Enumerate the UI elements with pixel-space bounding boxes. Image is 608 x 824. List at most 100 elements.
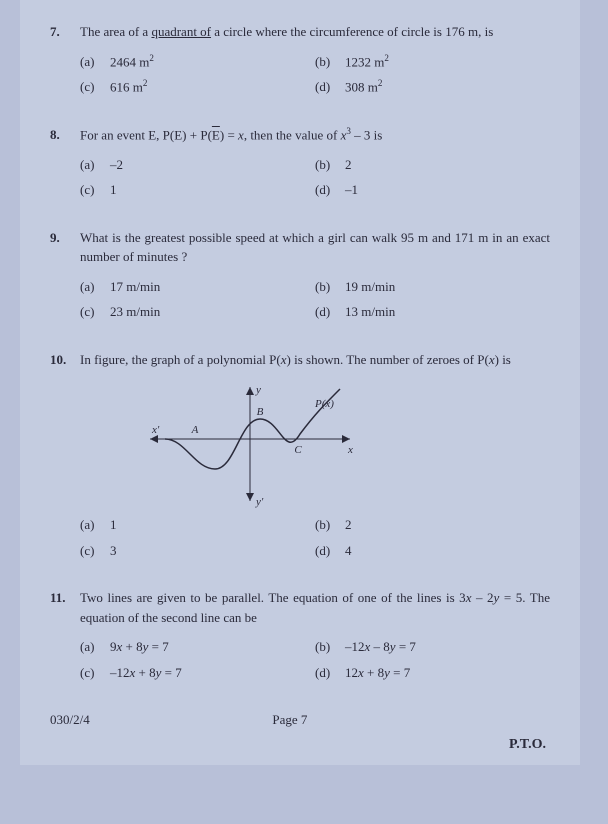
- svg-text:x': x': [151, 424, 160, 436]
- question: 7.The area of a quadrant of a circle whe…: [50, 22, 550, 103]
- svg-text:C: C: [294, 444, 302, 456]
- svg-text:A: A: [191, 424, 199, 436]
- page-footer: 030/2/4 Page 7: [50, 710, 550, 730]
- svg-text:y: y: [255, 384, 261, 396]
- option: (a)2464 m2: [80, 52, 315, 72]
- option-label: (b): [315, 515, 345, 535]
- option-text: 1: [110, 515, 117, 535]
- pto-label: P.T.O.: [50, 734, 550, 755]
- question-body: For an event E, P(E) + P(E) = x, then th…: [80, 125, 550, 206]
- svg-text:P(x): P(x): [314, 398, 334, 410]
- option: (b)19 m/min: [315, 277, 550, 297]
- question: 8.For an event E, P(E) + P(E) = x, then …: [50, 125, 550, 206]
- option-label: (d): [315, 302, 345, 322]
- option-text: 1232 m2: [345, 52, 389, 72]
- option-text: 3: [110, 541, 117, 561]
- option-text: 12x + 8y = 7: [345, 663, 410, 683]
- paper-code: 030/2/4: [50, 710, 90, 730]
- option: (b)2: [315, 155, 550, 175]
- option-text: 2464 m2: [110, 52, 154, 72]
- options-row: (a)9x + 8y = 7(b)–12x – 8y = 7(c)–12x + …: [80, 637, 550, 688]
- question-number: 7.: [50, 22, 80, 103]
- option: (a)17 m/min: [80, 277, 315, 297]
- question-number: 8.: [50, 125, 80, 206]
- option-text: 13 m/min: [345, 302, 395, 322]
- option: (d)–1: [315, 180, 550, 200]
- option-text: 308 m2: [345, 77, 382, 97]
- option-label: (d): [315, 663, 345, 683]
- option-label: (b): [315, 637, 345, 657]
- question: 9.What is the greatest possible speed at…: [50, 228, 550, 328]
- option-text: –12x – 8y = 7: [345, 637, 416, 657]
- questions-container: 7.The area of a quadrant of a circle whe…: [50, 22, 550, 688]
- page-number: Page 7: [90, 710, 490, 730]
- option-text: 23 m/min: [110, 302, 160, 322]
- option-text: 1: [110, 180, 117, 200]
- option-label: (d): [315, 541, 345, 561]
- option-text: 4: [345, 541, 352, 561]
- option-label: (c): [80, 663, 110, 683]
- option-label: (d): [315, 77, 345, 97]
- option-label: (d): [315, 180, 345, 200]
- option: (c)23 m/min: [80, 302, 315, 322]
- option-text: –2: [110, 155, 123, 175]
- question-body: In figure, the graph of a polynomial P(x…: [80, 350, 550, 567]
- polynomial-graph: y y' x x' A B C P(x): [140, 379, 360, 509]
- footer-spacer: [490, 710, 550, 730]
- svg-text:x: x: [347, 444, 353, 456]
- question-number: 9.: [50, 228, 80, 328]
- option: (d)308 m2: [315, 77, 550, 97]
- option: (c)616 m2: [80, 77, 315, 97]
- question-body: Two lines are given to be parallel. The …: [80, 588, 550, 688]
- option-text: 17 m/min: [110, 277, 160, 297]
- option-text: 19 m/min: [345, 277, 395, 297]
- option-text: 2: [345, 515, 352, 535]
- option: (d)12x + 8y = 7: [315, 663, 550, 683]
- option: (a)9x + 8y = 7: [80, 637, 315, 657]
- option: (c)–12x + 8y = 7: [80, 663, 315, 683]
- option: (d)13 m/min: [315, 302, 550, 322]
- question-number: 10.: [50, 350, 80, 567]
- option: (a)1: [80, 515, 315, 535]
- svg-text:y': y': [255, 496, 264, 508]
- option: (c)1: [80, 180, 315, 200]
- question-stem: The area of a quadrant of a circle where…: [80, 22, 550, 42]
- option-label: (a): [80, 515, 110, 535]
- question: 10.In figure, the graph of a polynomial …: [50, 350, 550, 567]
- question-stem: In figure, the graph of a polynomial P(x…: [80, 350, 550, 370]
- option-label: (c): [80, 77, 110, 97]
- option: (b)–12x – 8y = 7: [315, 637, 550, 657]
- option-label: (c): [80, 541, 110, 561]
- question-body: The area of a quadrant of a circle where…: [80, 22, 550, 103]
- option: (d)4: [315, 541, 550, 561]
- option-label: (b): [315, 52, 345, 72]
- option-label: (b): [315, 155, 345, 175]
- option: (a)–2: [80, 155, 315, 175]
- options-row: (a)17 m/min(b)19 m/min(c)23 m/min(d)13 m…: [80, 277, 550, 328]
- option: (b)1232 m2: [315, 52, 550, 72]
- exam-page: 7.The area of a quadrant of a circle whe…: [20, 0, 580, 765]
- option-text: 616 m2: [110, 77, 147, 97]
- option-label: (a): [80, 52, 110, 72]
- question-number: 11.: [50, 588, 80, 688]
- option: (c)3: [80, 541, 315, 561]
- svg-text:B: B: [257, 406, 264, 418]
- options-row: (a)–2(b)2(c)1(d)–1: [80, 155, 550, 206]
- option-text: –1: [345, 180, 358, 200]
- option-label: (c): [80, 302, 110, 322]
- question-stem: For an event E, P(E) + P(E) = x, then th…: [80, 125, 550, 145]
- options-row: (a)1(b)2(c)3(d)4: [80, 515, 550, 566]
- question: 11.Two lines are given to be parallel. T…: [50, 588, 550, 688]
- option: (b)2: [315, 515, 550, 535]
- question-stem: Two lines are given to be parallel. The …: [80, 588, 550, 627]
- option-label: (a): [80, 155, 110, 175]
- option-text: 9x + 8y = 7: [110, 637, 169, 657]
- question-body: What is the greatest possible speed at w…: [80, 228, 550, 328]
- option-text: –12x + 8y = 7: [110, 663, 182, 683]
- option-text: 2: [345, 155, 352, 175]
- options-row: (a)2464 m2(b)1232 m2(c)616 m2(d)308 m2: [80, 52, 550, 104]
- question-stem: What is the greatest possible speed at w…: [80, 228, 550, 267]
- option-label: (c): [80, 180, 110, 200]
- option-label: (a): [80, 637, 110, 657]
- option-label: (a): [80, 277, 110, 297]
